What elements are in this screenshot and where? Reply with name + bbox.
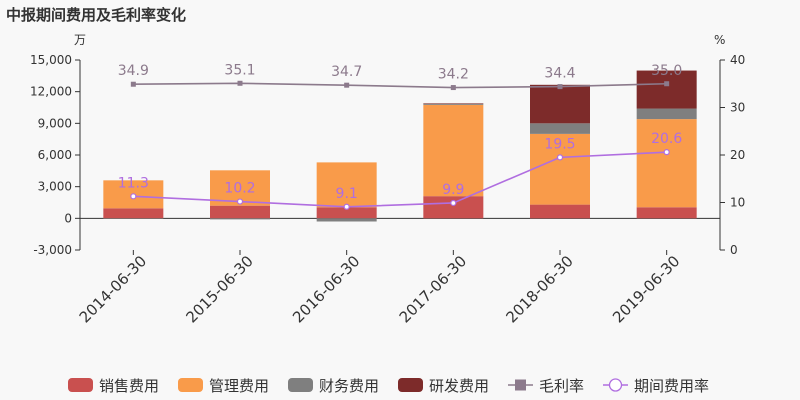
bar-segment [316,218,377,222]
right-axis-unit: % [714,33,725,47]
left-tick-label: 3,000 [38,180,72,194]
lines: 34.9 35.1 34.7 34.2 34.4 35.0 11.3 10.2 9.1 9.9 19… [118,62,682,210]
data-label: 34.4 [544,66,575,82]
series-line [133,151,667,208]
legend-label: 研发费用 [429,377,489,395]
bar-segment [316,207,377,219]
left-axis-unit: 万 [74,33,86,47]
bar-segment [210,205,270,219]
legend-label: 财务费用 [319,377,379,395]
legend-label: 销售费用 [99,377,159,395]
bar-segment [210,218,270,220]
legend-marker [515,379,526,391]
x-tick-label: 2014-06-30 [76,252,150,326]
right-tick-label: 20 [730,148,745,162]
data-label: 35.1 [224,62,255,78]
series-point [450,199,457,207]
x-tick-label: 2016-06-30 [289,252,363,326]
right-tick-label: 40 [730,53,745,67]
bar-segment [423,104,484,197]
data-label: 34.7 [331,64,362,80]
legend-label: 期间费用率 [634,377,709,395]
left-tick-label: 12,000 [30,85,72,99]
right-tick-label: 10 [730,196,745,210]
series-point [130,81,136,87]
left-tick-label: 0 [64,211,72,225]
data-label: 10.2 [224,181,255,197]
data-label: 9.9 [442,182,464,198]
series-point [556,154,564,161]
data-label: 11.3 [118,175,149,191]
legend-swatch [398,378,423,392]
series-point [663,149,670,156]
bars [103,70,697,222]
x-tick-label: 2019-06-30 [609,252,683,326]
legend-marker [608,378,623,392]
series-point [343,203,350,210]
x-tick-label: 2017-06-30 [396,252,470,326]
series-point [557,84,563,90]
left-tick-label: 15,000 [30,53,72,67]
bar-segment [103,208,164,219]
bar-segment [636,70,697,109]
right-tick-label: 0 [730,243,738,257]
x-tick-label: 2018-06-30 [502,252,576,326]
series-line [133,82,667,89]
legend-swatch [68,378,93,392]
bar-segment [103,218,164,219]
bar-segment [316,162,377,208]
bar-segment [530,123,590,134]
series-point [450,85,456,91]
series-point [664,81,670,87]
bar-segment [530,133,590,205]
x-tick-label: 2015-06-30 [182,252,256,326]
bar-segment [530,204,590,219]
legend: 销售费用 管理费用 财务费用 研发费用 毛利率 期间费用率 [68,377,709,395]
bar-segment [636,207,697,219]
left-tick-label: 9,000 [38,116,72,130]
bar-segment [423,196,484,219]
legend-label: 毛利率 [539,377,584,395]
bar-segment [530,84,590,124]
series-point [344,82,350,88]
bar-segment [636,108,697,120]
data-label: 20.6 [651,131,682,147]
bar-segment [423,103,484,104]
series-point [130,193,137,200]
data-label: 34.9 [118,63,149,79]
data-label: 19.5 [544,136,575,152]
data-label: 9.1 [336,186,358,202]
series-point [237,80,243,86]
bar-segment [423,103,484,105]
legend-swatch [178,378,203,392]
legend-swatch [288,378,313,392]
left-tick-label: -3,000 [33,243,72,257]
left-tick-label: 6,000 [38,148,72,162]
data-label: 34.2 [438,67,469,83]
chart-title: 中报期间费用及毛利率变化 [6,6,186,24]
right-tick-label: 30 [730,101,745,115]
series-point [236,198,244,205]
bar-segment [636,119,697,208]
data-label: 35.0 [651,63,682,79]
legend-label: 管理费用 [209,377,269,395]
